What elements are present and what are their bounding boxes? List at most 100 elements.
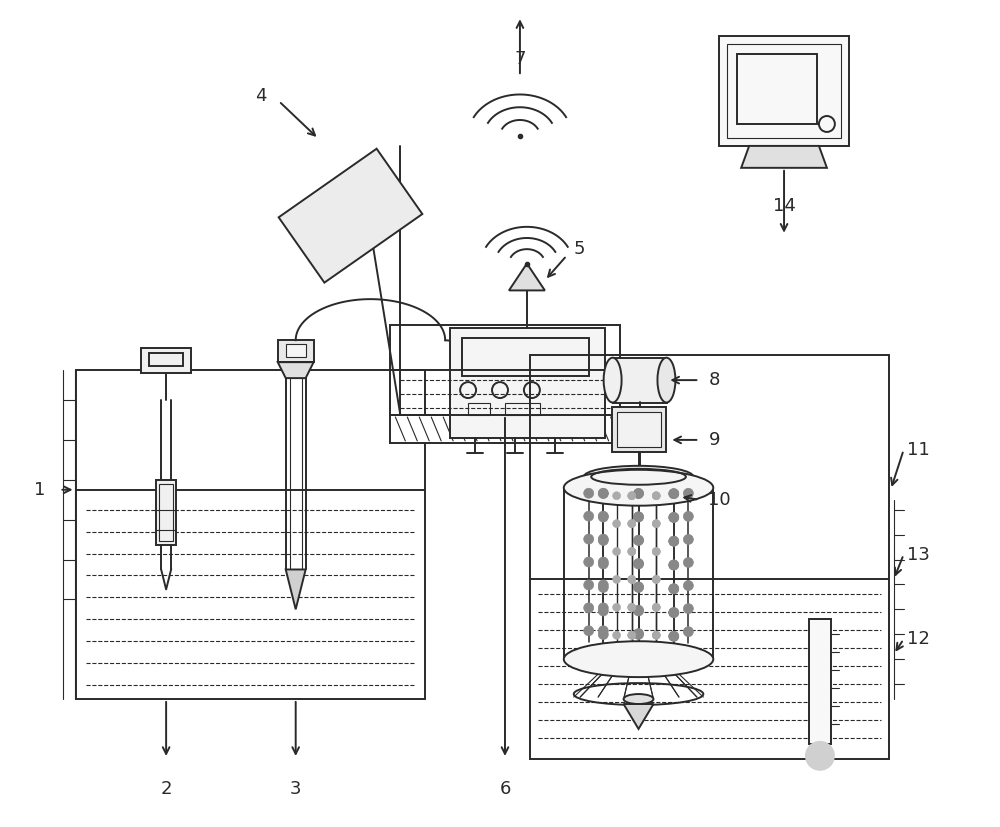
Circle shape [584,626,594,636]
Circle shape [628,492,636,500]
Text: 10: 10 [708,490,731,509]
Circle shape [683,488,693,499]
Circle shape [598,511,608,521]
Polygon shape [509,264,545,290]
Text: 14: 14 [773,197,795,215]
Circle shape [628,631,636,639]
Circle shape [634,605,644,615]
Bar [278,340,314,362]
Circle shape [628,576,636,583]
Bar [467,335,475,347]
Circle shape [652,519,660,528]
Circle shape [652,547,660,556]
Circle shape [598,559,608,569]
Text: 11: 11 [907,441,930,459]
Circle shape [634,629,644,639]
Circle shape [598,534,608,544]
Text: 7: 7 [514,50,526,68]
Circle shape [598,557,608,567]
Circle shape [598,489,608,499]
Circle shape [669,584,679,594]
Text: 13: 13 [907,546,930,563]
Circle shape [598,606,608,616]
Bar [141,348,191,373]
Circle shape [598,488,608,498]
Circle shape [634,512,644,522]
Circle shape [669,608,679,618]
Circle shape [634,629,644,638]
Circle shape [613,631,621,639]
Circle shape [634,606,644,616]
Bar [149,353,183,366]
Bar [530,355,889,759]
Circle shape [613,492,621,500]
Bar [156,480,176,544]
Circle shape [584,580,594,590]
Circle shape [613,604,621,611]
Circle shape [584,557,594,567]
Circle shape [628,519,636,528]
Bar [719,36,849,146]
Circle shape [598,580,608,590]
Circle shape [598,603,608,613]
Circle shape [683,534,693,544]
Circle shape [652,492,660,500]
Circle shape [634,535,644,545]
Circle shape [669,536,679,546]
Circle shape [628,631,636,639]
Circle shape [634,558,644,568]
Circle shape [669,489,679,499]
Circle shape [652,631,660,639]
Circle shape [652,604,660,611]
Ellipse shape [604,358,622,403]
Bar [286,344,306,357]
Bar [505,403,540,415]
Circle shape [634,512,644,522]
Circle shape [669,536,679,546]
Text: 9: 9 [709,431,720,449]
Circle shape [613,576,621,583]
Text: 8: 8 [709,371,720,390]
Circle shape [669,608,679,618]
Circle shape [598,626,608,636]
Circle shape [652,492,660,500]
Bar [390,415,625,443]
Bar [737,55,817,124]
Circle shape [669,513,679,523]
Circle shape [598,582,608,592]
Circle shape [584,488,594,498]
Circle shape [628,547,636,556]
Polygon shape [624,704,653,729]
Circle shape [634,582,644,592]
Circle shape [683,581,693,590]
Text: 12: 12 [907,630,930,648]
Ellipse shape [584,466,693,488]
Circle shape [652,576,660,583]
Circle shape [628,519,636,528]
Bar [450,328,605,438]
Ellipse shape [564,470,713,505]
Circle shape [628,604,636,611]
Polygon shape [278,362,314,378]
Circle shape [669,560,679,570]
Circle shape [634,536,644,546]
Circle shape [652,519,660,528]
Bar [159,484,173,541]
Bar [390,325,620,415]
Bar [617,412,661,447]
Polygon shape [286,570,306,609]
Text: 6: 6 [499,780,511,798]
Circle shape [628,492,636,500]
Circle shape [584,511,594,521]
Ellipse shape [657,358,675,403]
Bar [727,44,841,138]
Circle shape [683,511,693,521]
Circle shape [652,576,660,583]
Bar [613,358,667,403]
Circle shape [652,631,660,639]
Polygon shape [279,149,422,283]
Bar [468,403,490,415]
Circle shape [806,742,834,770]
Circle shape [628,576,636,583]
Circle shape [628,604,636,611]
